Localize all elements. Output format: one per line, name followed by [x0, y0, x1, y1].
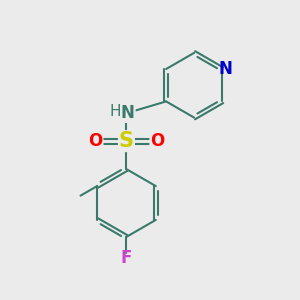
Text: S: S [119, 131, 134, 151]
Text: N: N [121, 104, 135, 122]
Text: N: N [219, 60, 233, 78]
Text: O: O [88, 132, 103, 150]
Text: O: O [150, 132, 164, 150]
Text: H: H [110, 104, 121, 119]
Text: F: F [121, 249, 132, 267]
